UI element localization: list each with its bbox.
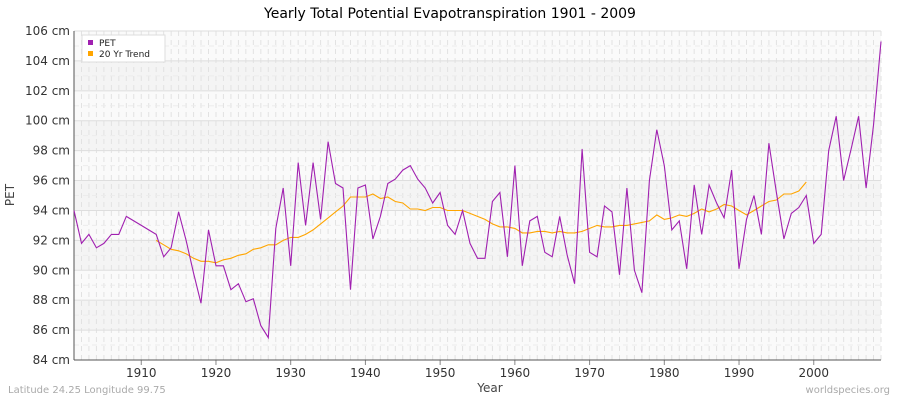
y-tick-label: 94 cm [33,203,70,217]
y-tick-label: 100 cm [25,114,70,128]
y-axis-label: PET [3,183,17,206]
x-tick-label: 1950 [425,366,456,380]
y-tick-label: 90 cm [33,263,70,277]
legend [81,34,166,63]
y-tick-label: 102 cm [25,84,70,98]
x-tick-label: 1920 [201,366,232,380]
x-tick-label: 1960 [500,366,531,380]
y-tick-label: 88 cm [33,293,70,307]
x-tick-label: 2000 [798,366,829,380]
y-tick-label: 96 cm [33,174,70,188]
y-tick-label: 86 cm [33,323,70,337]
x-tick-label: 1910 [126,366,157,380]
x-tick-label: 1970 [574,366,605,380]
footer-location: Latitude 24.25 Longitude 99.75 [8,385,166,396]
legend-label: PET [99,39,116,49]
y-tick-label: 98 cm [33,144,70,158]
y-tick-label: 84 cm [33,353,70,367]
x-tick-label: 1930 [275,366,306,380]
chart-title: Yearly Total Potential Evapotranspiratio… [264,6,636,22]
x-tick-label: 1980 [649,366,680,380]
legend-swatch [88,51,93,56]
y-tick-label: 92 cm [33,233,70,247]
x-tick-label: 1990 [724,366,755,380]
x-tick-label: 1940 [350,366,381,380]
x-axis-label: Year [476,381,502,395]
legend-label: 20 Yr Trend [99,50,150,60]
legend-swatch [88,40,93,45]
pet-line [73,41,882,340]
footer-source: worldspecies.org [805,385,890,396]
y-tick-label: 104 cm [25,54,70,68]
y-tick-label: 106 cm [25,24,70,38]
